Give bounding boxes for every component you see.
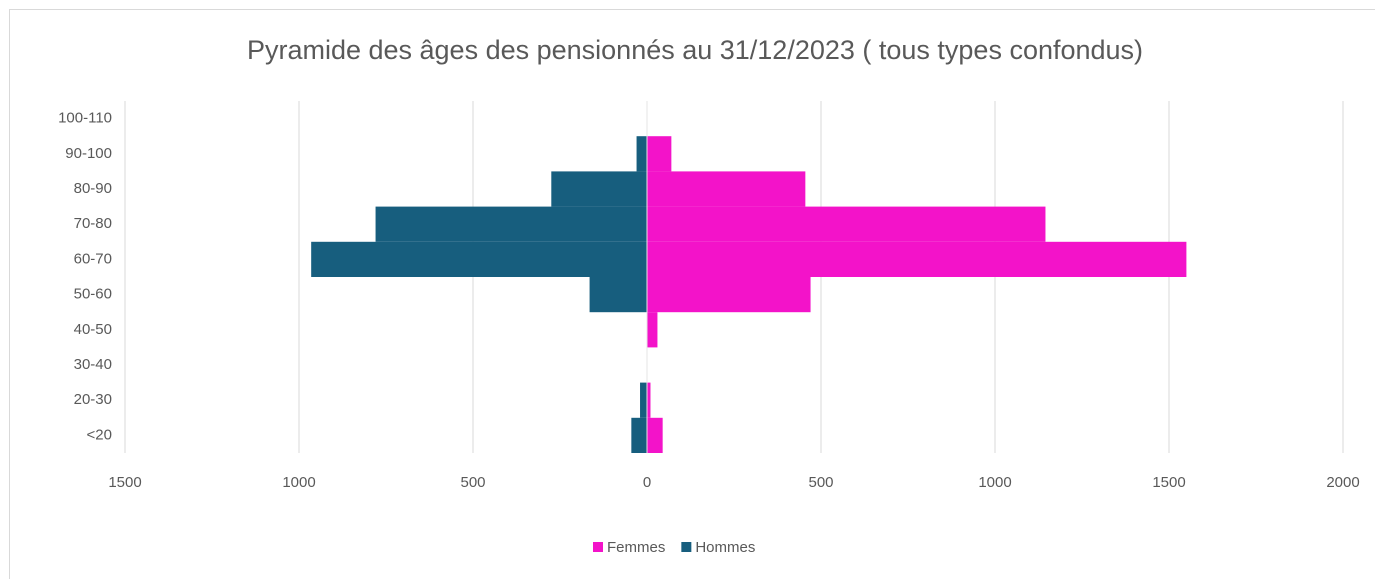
legend-label: Hommes (695, 539, 755, 556)
bar (647, 242, 1186, 277)
chart-title: Pyramide des âges des pensionnés au 31/1… (247, 35, 1143, 65)
bar (647, 136, 671, 171)
y-tick-label: 50-60 (74, 286, 112, 303)
x-tick-label: 1000 (978, 474, 1011, 491)
bar (647, 171, 805, 206)
y-tick-label: 20-30 (74, 391, 112, 408)
bar (647, 207, 1045, 242)
x-tick-label: 2000 (1326, 474, 1359, 491)
y-tick-label: 60-70 (74, 250, 112, 267)
bar (640, 383, 647, 418)
bar (647, 418, 663, 453)
x-tick-label: 1000 (282, 474, 315, 491)
x-tick-label: 1500 (108, 474, 141, 491)
legend-swatch (681, 542, 691, 552)
legend-swatch (593, 542, 603, 552)
y-tick-label: 80-90 (74, 180, 112, 197)
bar (647, 277, 811, 312)
y-tick-label: 100-110 (58, 110, 112, 127)
y-tick-label: 90-100 (65, 145, 112, 162)
y-tick-label: <20 (87, 426, 112, 443)
bar (551, 171, 647, 206)
bar (647, 312, 657, 347)
bar (590, 277, 647, 312)
bar (311, 242, 647, 277)
bar (637, 136, 647, 171)
y-tick-label: 40-50 (74, 321, 112, 338)
y-tick-label: 30-40 (74, 356, 112, 373)
y-tick-label: 70-80 (74, 215, 112, 232)
x-tick-label: 1500 (1152, 474, 1185, 491)
x-tick-label: 0 (643, 474, 651, 491)
legend-label: Femmes (607, 539, 665, 556)
x-tick-label: 500 (808, 474, 833, 491)
bar (647, 383, 650, 418)
x-tick-label: 500 (460, 474, 485, 491)
bar (376, 207, 647, 242)
bar (631, 418, 647, 453)
